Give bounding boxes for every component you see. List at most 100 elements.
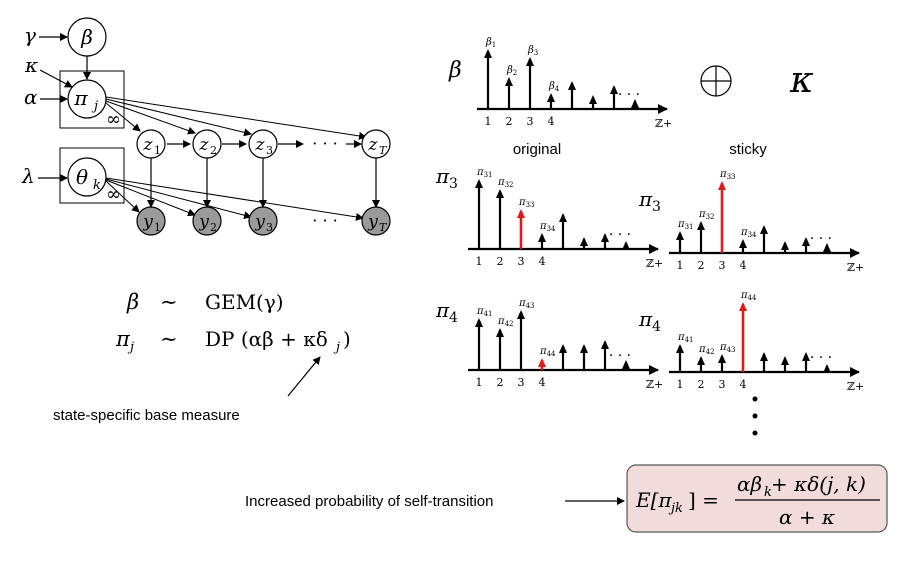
y-node-subscript: 1	[154, 221, 161, 234]
pi-node-subscript: j	[91, 99, 98, 114]
theta-node-label: θ	[76, 165, 88, 189]
stick-label: π31	[476, 167, 493, 179]
stick-label: π44	[539, 346, 556, 358]
stick-arrowhead	[496, 189, 504, 198]
x-tick: 1	[476, 376, 483, 389]
y-node-subscript: 3	[266, 221, 273, 234]
theta-plate-infinity: ∞	[106, 184, 121, 205]
x-tick: 4	[740, 259, 747, 272]
pi4-original-panel: π41 1 π42 2 π43 3 π44 4 · · · ℤ+	[468, 298, 663, 391]
stick-label: π42	[698, 344, 715, 356]
z-plus-label: ℤ+	[847, 261, 864, 274]
stick-arrowhead	[559, 344, 567, 353]
prior-equations: β ∼ GEM(γ) π j ∼ DP (αβ + κδ j ) state-s…	[53, 290, 351, 424]
stick-arrowhead	[697, 356, 705, 365]
z-node-label: z	[199, 135, 210, 155]
stick-arrowhead	[568, 81, 576, 90]
stick-arrowhead	[760, 352, 768, 361]
stick-arrowhead	[601, 340, 609, 349]
stick-arrowhead	[802, 352, 810, 361]
y-node-label: y	[198, 212, 209, 232]
stick-arrowhead	[484, 49, 492, 58]
stick-label: π42	[497, 316, 514, 328]
pi3-row-label: π	[435, 164, 450, 188]
z-node-label: z	[143, 135, 154, 155]
x-tick: 1	[677, 259, 684, 272]
stick-arrowhead	[697, 221, 705, 230]
stick-arrowhead	[580, 237, 588, 246]
stick-arrowhead	[718, 354, 726, 363]
y-node-label: y	[367, 212, 378, 232]
oplus-icon	[700, 65, 732, 97]
formula-lhs-close: ] =	[688, 488, 719, 512]
formula-lhs-sub: jk	[668, 501, 683, 516]
stick-label: β4	[548, 81, 560, 93]
stick-label: π33	[518, 197, 535, 209]
eq2-rhs-close: )	[343, 327, 351, 351]
formula-denominator: α + κ	[779, 505, 835, 529]
x-tick: 4	[539, 255, 546, 268]
stick-arrowhead	[517, 209, 525, 218]
stick-arrowhead	[739, 239, 747, 248]
pi4-row-label: π	[435, 298, 450, 322]
stick-arrowhead	[601, 233, 609, 242]
x-tick: 3	[719, 378, 726, 391]
z-chain: · · ·	[167, 134, 362, 153]
eq2-rhs-sub: j	[333, 340, 340, 355]
z-plus-label: ℤ+	[847, 380, 864, 393]
x-tick: 1	[485, 115, 492, 128]
x-tick: 1	[677, 378, 684, 391]
pi4-sticky-panel: π41 1 π42 2 π43 3 π44 4 · · · ℤ+	[669, 290, 864, 393]
annotation-arrow	[287, 356, 321, 397]
stick-label: π43	[719, 342, 736, 354]
stick-arrowhead	[547, 93, 555, 102]
z-node-subscript: 1	[154, 144, 161, 157]
formula-numerator-rest: + κδ(j, k)	[771, 472, 866, 496]
pi3-sticky-row-label-sub: 3	[652, 199, 661, 215]
eq1-rhs: GEM(γ)	[205, 290, 284, 314]
x-tick: 4	[548, 115, 555, 128]
formula-numerator: αβ	[737, 472, 762, 496]
ellipsis: · · ·	[810, 231, 832, 247]
hyper-lambda: λ	[21, 164, 35, 188]
stick-arrowhead	[496, 328, 504, 337]
stick-arrowhead	[505, 77, 513, 86]
x-tick: 3	[518, 376, 525, 389]
stick-label: π41	[476, 306, 493, 318]
x-tick: 1	[476, 255, 483, 268]
x-tick: 2	[506, 115, 513, 128]
y-node-label: y	[254, 212, 265, 232]
stick-arrowhead	[760, 225, 768, 234]
theta-node-subscript: k	[93, 178, 101, 193]
z-node-label: z	[255, 135, 266, 155]
y-node-label: y	[142, 212, 153, 232]
x-tick: 2	[497, 255, 504, 268]
z-node-subscript: T	[379, 144, 388, 157]
stick-arrowhead	[718, 181, 726, 190]
x-tick: 2	[497, 376, 504, 389]
stick-label: π32	[497, 177, 514, 189]
stick-arrowhead	[631, 99, 639, 108]
stick-arrowhead	[622, 360, 630, 369]
stick-arrowhead	[559, 213, 567, 222]
stick-label: π43	[518, 298, 535, 310]
stick-arrowhead	[589, 95, 597, 104]
self-transition-formula: Increased probability of self-transition…	[245, 464, 888, 533]
beta-node-label: β	[80, 25, 93, 49]
pi4-sticky-row-label-sub: 4	[652, 319, 661, 335]
stick-arrowhead	[823, 364, 831, 373]
stick-arrowhead	[802, 237, 810, 246]
pi-node-label: π	[73, 86, 88, 110]
stick-arrowhead	[676, 231, 684, 240]
hyper-alpha: α	[24, 85, 38, 109]
y-node-subscript: T	[379, 221, 388, 234]
stick-arrowhead	[781, 356, 789, 365]
stick-arrowhead	[517, 310, 525, 319]
